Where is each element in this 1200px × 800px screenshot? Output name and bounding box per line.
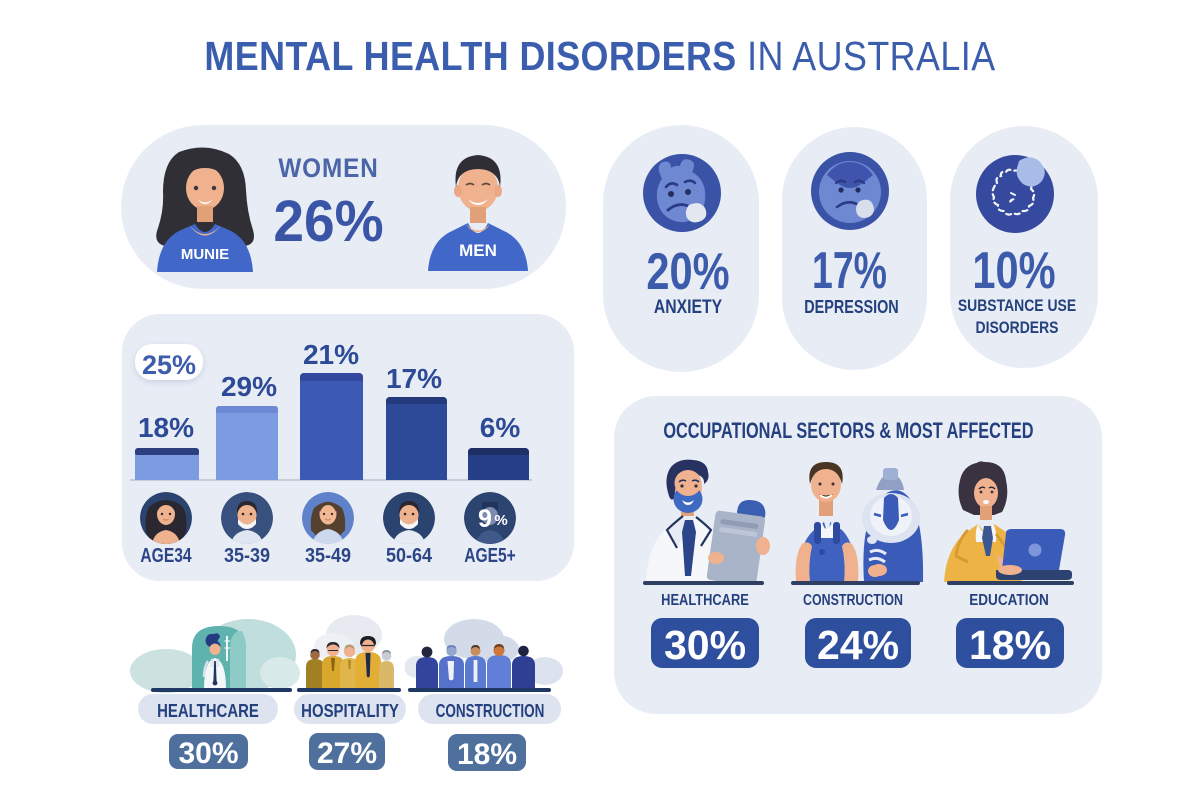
svg-text:MEN: MEN [459, 241, 497, 260]
svg-text:%: % [494, 512, 507, 529]
svg-text:9: 9 [478, 505, 492, 533]
svg-text:MUNIE: MUNIE [181, 246, 229, 263]
